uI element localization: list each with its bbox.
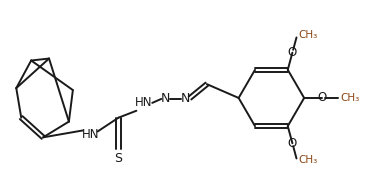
Text: HN: HN: [135, 96, 152, 109]
Text: O: O: [288, 46, 297, 59]
Text: CH₃: CH₃: [340, 93, 359, 103]
Text: N: N: [180, 92, 190, 105]
Text: S: S: [115, 152, 122, 165]
Text: CH₃: CH₃: [299, 155, 318, 165]
Text: O: O: [288, 137, 297, 150]
Text: N: N: [161, 92, 170, 105]
Text: O: O: [318, 91, 327, 105]
Text: CH₃: CH₃: [299, 30, 318, 40]
Text: HN: HN: [82, 128, 99, 141]
